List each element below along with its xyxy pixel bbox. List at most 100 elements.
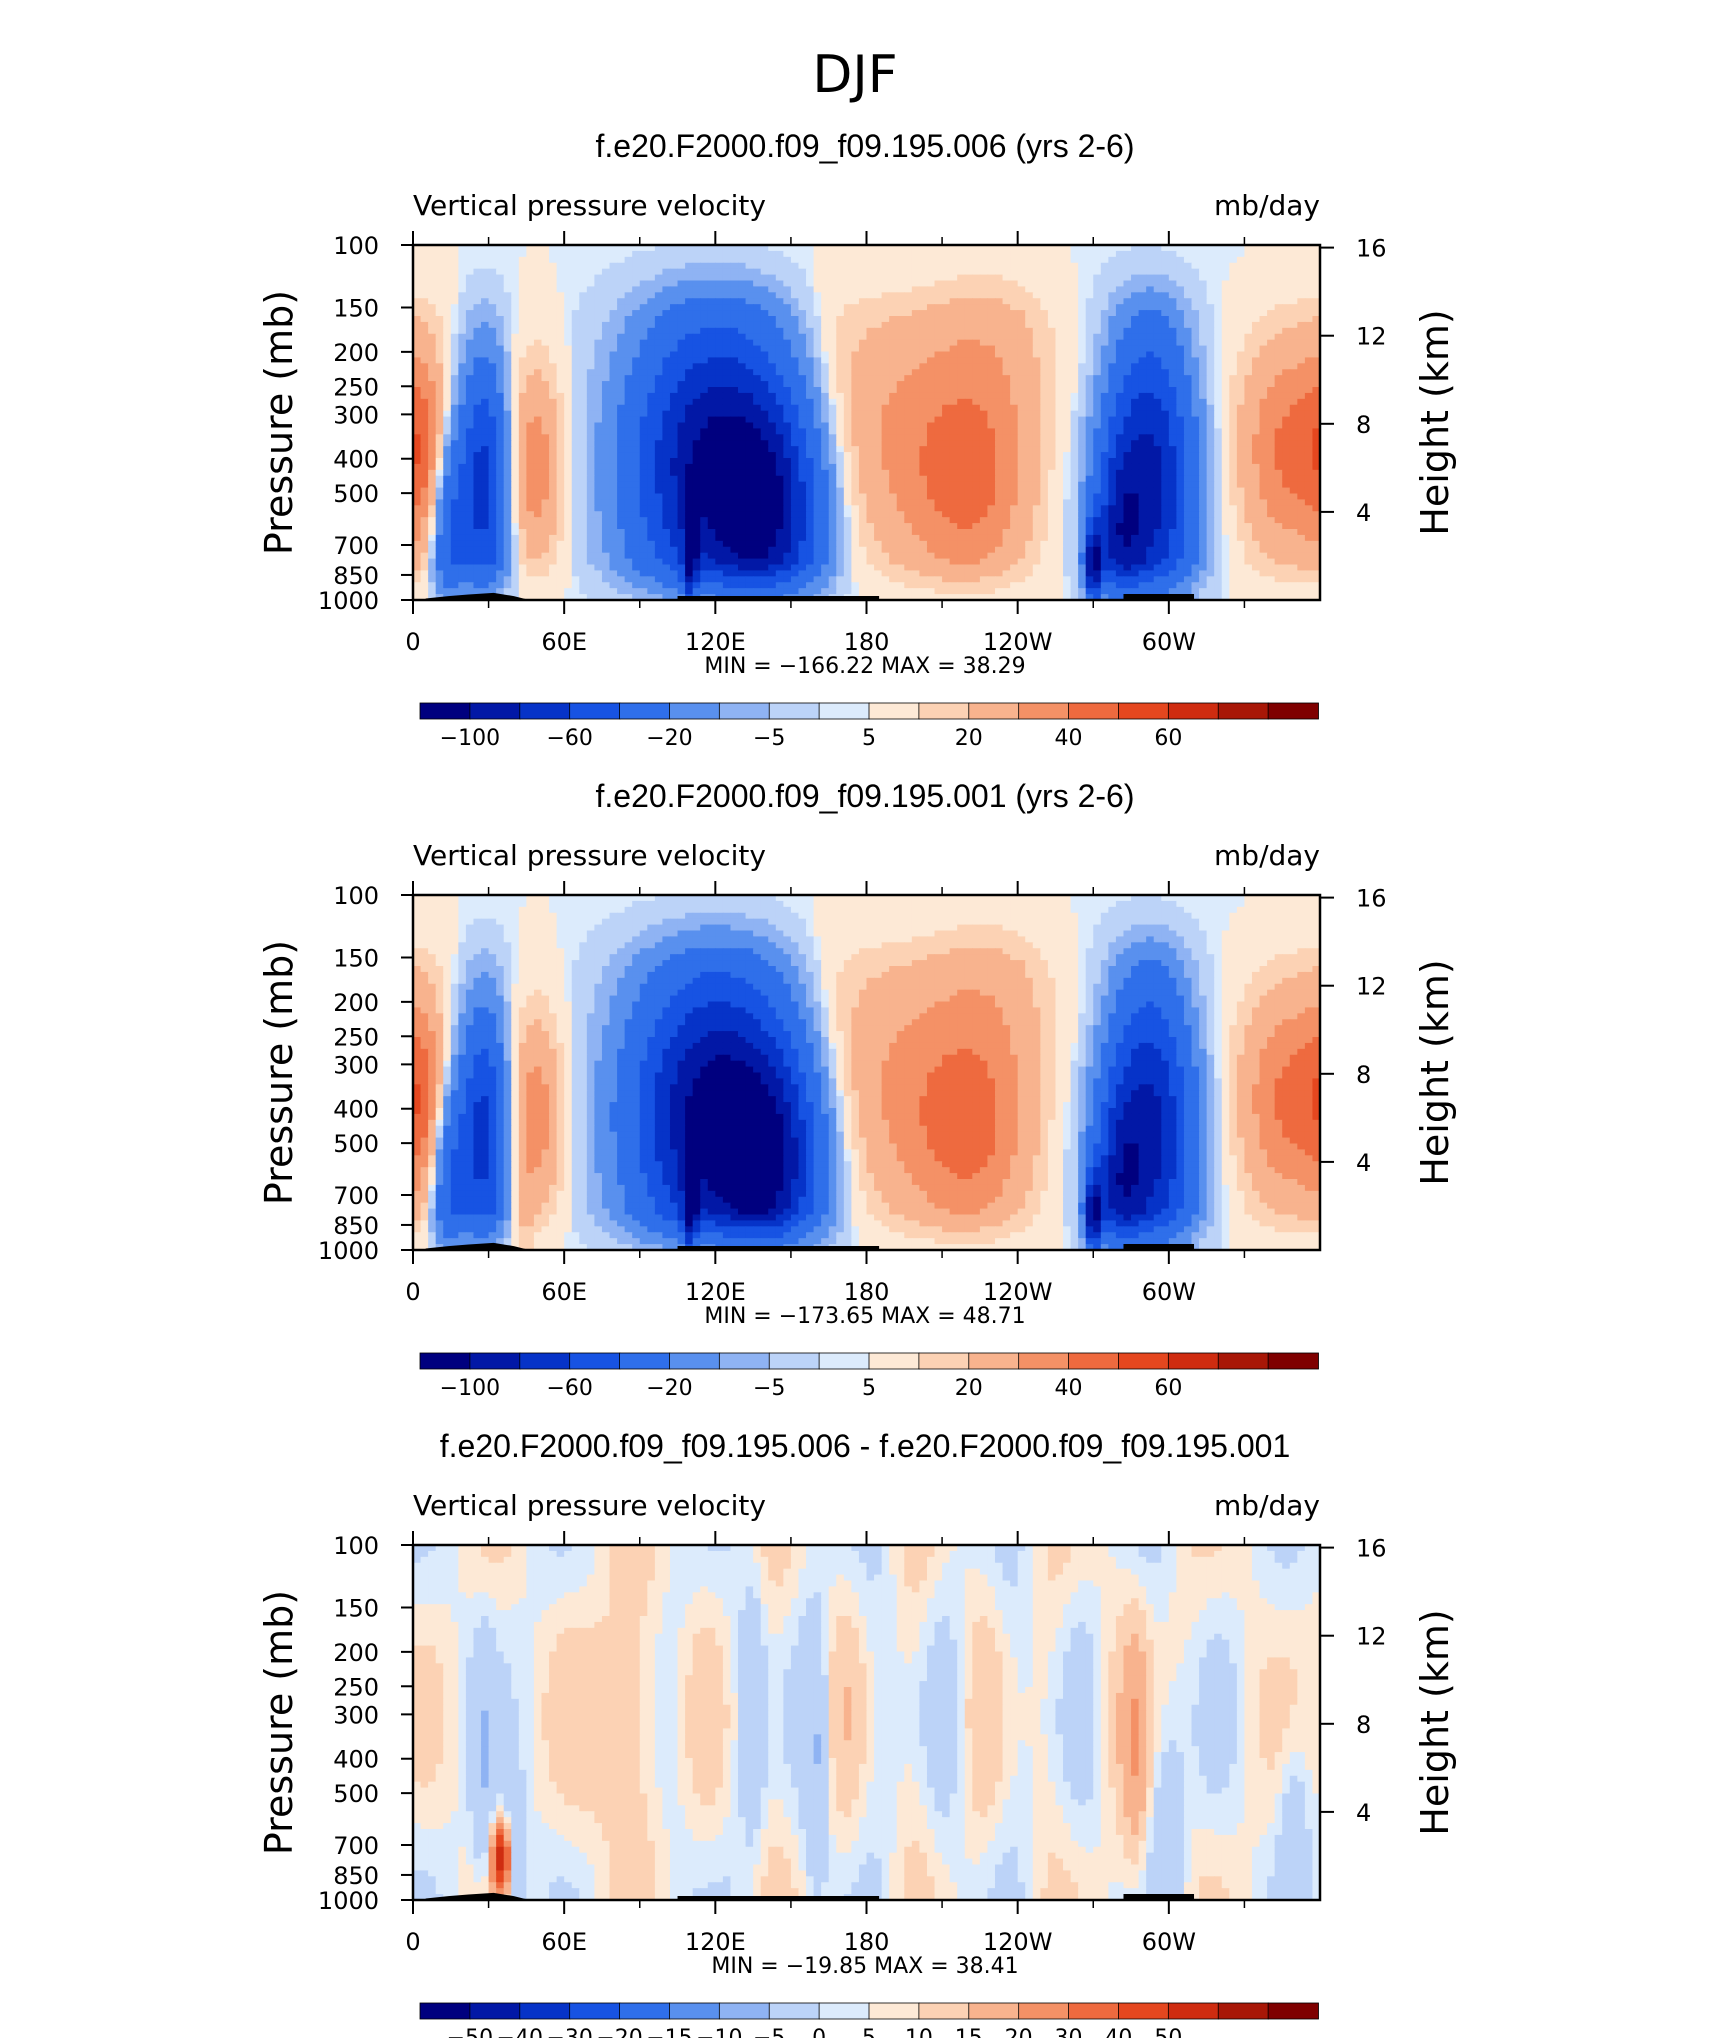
contour-cell <box>1071 446 1079 453</box>
contour-cell <box>1025 417 1033 424</box>
contour-cell <box>1040 363 1048 370</box>
contour-cell <box>1207 352 1215 359</box>
contour-cell <box>927 446 935 453</box>
contour-cell <box>1048 310 1056 317</box>
contour-cell <box>625 434 633 441</box>
contour-cell <box>1101 393 1109 400</box>
contour-cell <box>1025 405 1033 412</box>
contour-cell <box>1229 275 1237 282</box>
contour-cell <box>1229 423 1237 430</box>
contour-cell <box>481 346 489 353</box>
contour-cell <box>1086 340 1094 347</box>
contour-cell <box>829 269 837 276</box>
contour-cell <box>776 476 784 483</box>
contour-cell <box>700 304 708 311</box>
contour-cell <box>1244 263 1252 270</box>
contour-cell <box>572 470 580 477</box>
contour-cell <box>1086 482 1094 489</box>
contour-cell <box>451 452 459 459</box>
contour-cell <box>632 458 640 465</box>
contour-cell <box>443 452 451 459</box>
contour-cell <box>980 482 988 489</box>
contour-cell <box>950 428 958 435</box>
contour-cell <box>1161 357 1169 364</box>
contour-cell <box>1108 375 1116 382</box>
contour-cell <box>1093 251 1101 258</box>
contour-cell <box>844 257 852 264</box>
contour-cell <box>526 352 534 359</box>
contour-cell <box>1207 334 1215 341</box>
contour-cell <box>761 381 769 388</box>
contour-cell <box>1214 292 1222 299</box>
contour-cell <box>987 464 995 471</box>
contour-cell <box>851 281 859 288</box>
contour-cell <box>995 328 1003 335</box>
contour-cell <box>1071 381 1079 388</box>
contour-cell <box>738 375 746 382</box>
contour-cell <box>746 446 754 453</box>
contour-cell <box>511 488 519 495</box>
contour-cell <box>987 369 995 376</box>
contour-cell <box>496 340 504 347</box>
contour-cell <box>1010 428 1018 435</box>
contour-cell <box>496 286 504 293</box>
contour-cell <box>851 488 859 495</box>
contour-cell <box>1025 428 1033 435</box>
contour-cell <box>980 281 988 288</box>
contour-cell <box>489 292 497 299</box>
contour-cell <box>919 399 927 406</box>
contour-cell <box>504 399 512 406</box>
contour-cell <box>1260 387 1268 394</box>
contour-cell <box>428 405 436 412</box>
contour-cell <box>1305 399 1313 406</box>
contour-cell <box>874 423 882 430</box>
contour-cell <box>987 470 995 477</box>
contour-cell <box>1003 328 1011 335</box>
contour-cell <box>700 399 708 406</box>
contour-cell <box>640 393 648 400</box>
contour-cell <box>421 399 429 406</box>
contour-cell <box>1123 446 1131 453</box>
contour-cell <box>519 488 527 495</box>
contour-cell <box>904 399 912 406</box>
contour-cell <box>829 393 837 400</box>
contour-cell <box>957 251 965 258</box>
contour-cell <box>814 346 822 353</box>
contour-cell <box>1048 334 1056 341</box>
contour-cell <box>1192 328 1200 335</box>
contour-cell <box>693 411 701 418</box>
contour-cell <box>1055 446 1063 453</box>
contour-cell <box>768 363 776 370</box>
contour-cell <box>1131 304 1139 311</box>
contour-cell <box>776 458 784 465</box>
contour-cell <box>919 334 927 341</box>
contour-cell <box>481 393 489 400</box>
contour-cell <box>1192 357 1200 364</box>
contour-cell <box>746 352 754 359</box>
contour-cell <box>610 251 618 258</box>
contour-cell <box>753 281 761 288</box>
contour-cell <box>814 387 822 394</box>
contour-cell <box>814 446 822 453</box>
contour-cell <box>473 286 481 293</box>
contour-cell <box>1267 446 1275 453</box>
contour-cell <box>1003 411 1011 418</box>
contour-cell <box>965 381 973 388</box>
contour-cell <box>1003 310 1011 317</box>
contour-cell <box>481 458 489 465</box>
contour-cell <box>511 363 519 370</box>
contour-cell <box>662 328 670 335</box>
contour-cell <box>1214 387 1222 394</box>
contour-cell <box>1010 334 1018 341</box>
contour-cell <box>1229 428 1237 435</box>
contour-cell <box>753 357 761 364</box>
contour-cell <box>481 417 489 424</box>
contour-cell <box>1169 352 1177 359</box>
contour-cell <box>1260 275 1268 282</box>
contour-cell <box>1010 434 1018 441</box>
contour-cell <box>995 275 1003 282</box>
contour-cell <box>1146 452 1154 459</box>
contour-cell <box>889 440 897 447</box>
contour-cell <box>738 440 746 447</box>
contour-cell <box>919 458 927 465</box>
